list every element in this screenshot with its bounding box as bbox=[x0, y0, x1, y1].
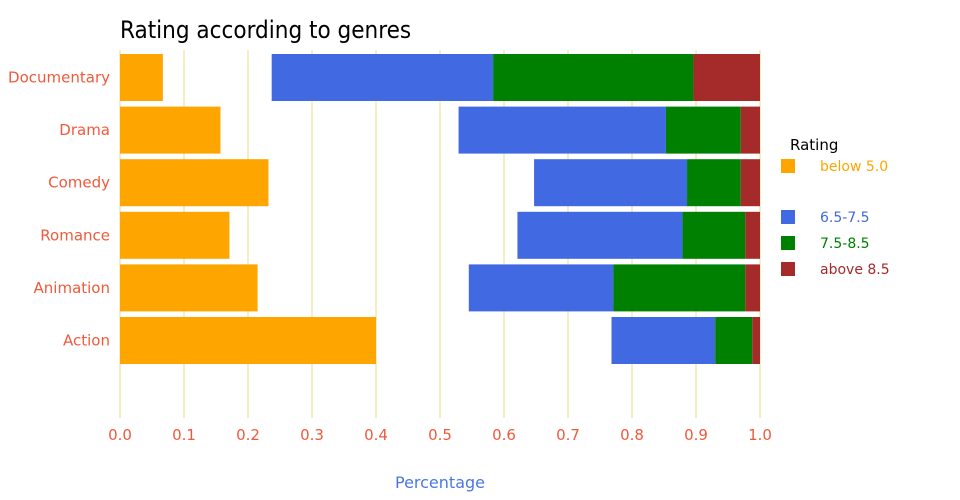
legend-swatch-below-5-0 bbox=[781, 159, 795, 173]
legend-swatch-6-5-7-5 bbox=[781, 210, 795, 224]
bar-drama-7-5-8-5 bbox=[665, 106, 741, 154]
bar-action-below-5-0 bbox=[120, 317, 376, 364]
bars bbox=[120, 54, 760, 364]
x-tick-label: 0.0 bbox=[108, 426, 132, 444]
bar-action-above-8-5 bbox=[752, 317, 760, 364]
chart-title: Rating according to genres bbox=[120, 16, 411, 44]
bar-animation-above-8-5 bbox=[745, 264, 760, 312]
legend-swatch-above-8-5 bbox=[781, 262, 795, 276]
bar-comedy-7-5-8-5 bbox=[687, 159, 741, 207]
x-tick-label: 0.9 bbox=[684, 426, 708, 444]
category-labels: Documentary Drama Comedy Romance Animation Ac… bbox=[8, 69, 110, 350]
bar-drama-below-5-0 bbox=[120, 106, 221, 154]
bar-documentary-below-5-0 bbox=[120, 54, 163, 101]
x-tick-label: 0.6 bbox=[492, 426, 516, 444]
legend-title: Rating bbox=[790, 136, 838, 154]
category-label-romance: Romance bbox=[40, 226, 110, 244]
legend-label-7-5-8-5: 7.5-8.5 bbox=[820, 236, 870, 252]
bar-documentary-above-8-5 bbox=[693, 54, 760, 101]
bar-animation-below-5-0 bbox=[120, 264, 258, 312]
bar-drama-above-8-5 bbox=[740, 106, 760, 154]
bar-drama-6-5-7-5 bbox=[458, 106, 666, 154]
bar-romance-7-5-8-5 bbox=[682, 211, 746, 259]
legend-swatch-7-5-8-5 bbox=[781, 236, 795, 250]
legend-label-above-8-5: above 8.5 bbox=[820, 262, 890, 278]
category-label-animation: Animation bbox=[34, 279, 110, 297]
bar-animation-6-5-7-5 bbox=[468, 264, 614, 312]
legend-label-6-5-7-5: 6.5-7.5 bbox=[820, 210, 870, 226]
x-tick-labels: 0.0 0.1 0.2 0.3 0.4 0.5 0.6 0.7 0.8 0.9 1.0 bbox=[108, 426, 772, 444]
bar-documentary-7-5-8-5 bbox=[493, 54, 694, 101]
category-label-drama: Drama bbox=[59, 121, 110, 139]
x-tick-label: 0.2 bbox=[236, 426, 260, 444]
x-tick-label: 0.8 bbox=[620, 426, 644, 444]
bar-romance-below-5-0 bbox=[120, 211, 230, 259]
bar-comedy-6-5-7-5 bbox=[534, 159, 688, 207]
bar-animation-7-5-8-5 bbox=[613, 264, 746, 312]
category-label-comedy: Comedy bbox=[48, 174, 110, 192]
bar-documentary-6-5-7-5 bbox=[271, 54, 494, 101]
category-label-documentary: Documentary bbox=[8, 69, 110, 87]
x-axis-label: Percentage bbox=[395, 473, 485, 492]
x-tick-label: 0.3 bbox=[300, 426, 324, 444]
x-tick-label: 0.7 bbox=[556, 426, 580, 444]
bar-romance-above-8-5 bbox=[745, 211, 760, 259]
legend-label-below-5-0: below 5.0 bbox=[820, 159, 888, 175]
bar-action-6-5-7-5 bbox=[611, 317, 716, 364]
bar-romance-6-5-7-5 bbox=[517, 211, 683, 259]
bar-comedy-below-5-0 bbox=[120, 159, 269, 207]
legend: Rating below 5.0 6.5-7.5 7.5-8.5 above 8.5 bbox=[781, 136, 890, 278]
x-tick-label: 0.4 bbox=[364, 426, 388, 444]
x-tick-label: 0.5 bbox=[428, 426, 452, 444]
x-tick-label: 1.0 bbox=[748, 426, 772, 444]
bar-action-7-5-8-5 bbox=[715, 317, 753, 364]
bar-comedy-above-8-5 bbox=[740, 159, 760, 207]
x-tick-label: 0.1 bbox=[172, 426, 196, 444]
category-label-action: Action bbox=[63, 332, 110, 350]
